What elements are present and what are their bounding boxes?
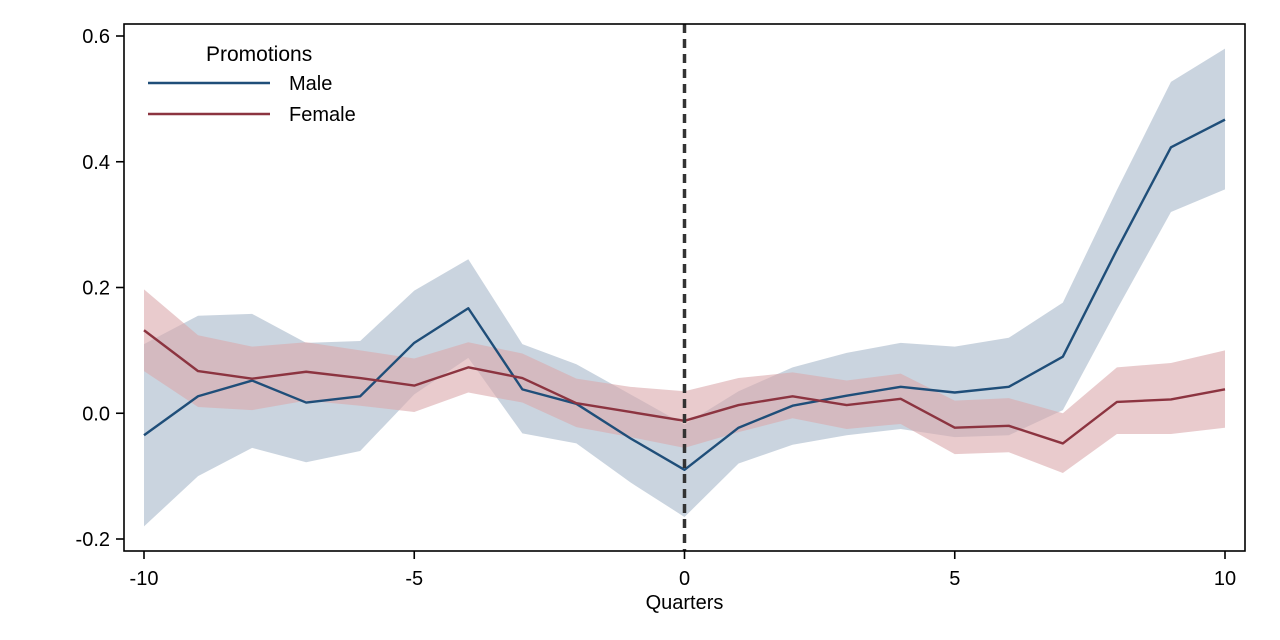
legend-label-female: Female [289,104,356,126]
x-tick-label: 5 [949,568,960,590]
x-tick-label: 0 [679,568,690,590]
x-tick-label: 10 [1214,568,1236,590]
y-tick-label: 0.0 [82,403,110,425]
y-tick-label: -0.2 [76,529,110,551]
y-axis: -0.2 0.0 0.2 0.4 0.6 [76,26,124,551]
line-male [143,118,1226,472]
legend: Promotions Male Female [148,43,356,126]
legend-title: Promotions [206,43,312,66]
y-tick-label: 0.4 [82,152,110,174]
x-tick-label: -5 [405,568,423,590]
y-tick-label: 0.6 [82,26,110,48]
x-axis: -10 -5 0 5 10 [130,551,1236,590]
legend-label-male: Male [289,73,332,95]
x-tick-label: -10 [130,568,159,590]
x-axis-title: Quarters [646,592,724,614]
y-tick-label: 0.2 [82,278,110,300]
